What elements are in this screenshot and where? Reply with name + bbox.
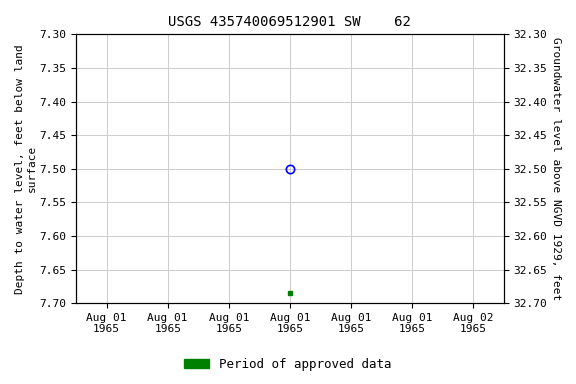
Y-axis label: Depth to water level, feet below land
surface: Depth to water level, feet below land su… <box>15 44 37 294</box>
Y-axis label: Groundwater level above NGVD 1929, feet: Groundwater level above NGVD 1929, feet <box>551 37 561 300</box>
Legend: Period of approved data: Period of approved data <box>179 353 397 376</box>
Title: USGS 435740069512901 SW    62: USGS 435740069512901 SW 62 <box>168 15 411 29</box>
